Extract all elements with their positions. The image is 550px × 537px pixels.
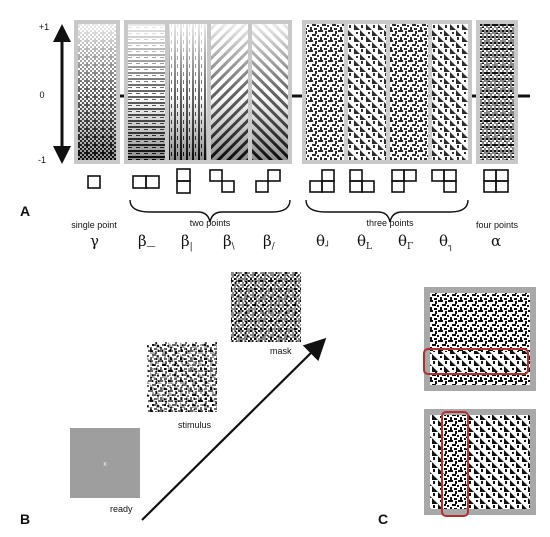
stat-theta-three: θΓ [398,232,413,252]
ready-fixation-mark: x [103,461,107,468]
stimulus-label: stimulus [178,420,212,430]
axis-arrow-up [53,24,71,42]
glyph-diagonal-down-pair-icon [209,169,235,193]
stat-beta-diagonal-down: β\ [223,232,236,252]
glyph-single-point-icon [87,175,101,189]
stat-theta-four: θ┐ [439,232,453,252]
stat-gamma: γ [90,232,99,250]
glyph-diagonal-up-pair-icon [255,169,281,193]
texture-group-theta [302,20,472,164]
glyph-three-point-two-icon [349,169,375,193]
axis-top-label: +1 [39,22,49,32]
stat-beta-vertical: β| [181,232,193,252]
stat-theta-two: θL [357,232,372,252]
highlight-box [441,411,469,517]
panel-c-label: C [378,511,388,527]
axis-bottom-label: -1 [38,155,46,165]
panel-c: C [378,287,536,527]
ready-label: ready [110,504,133,514]
texture-group-gamma [74,20,120,164]
stat-beta-diagonal-up: β/ [263,232,276,252]
axis-middle-label: 0 [39,90,44,100]
group-label-two-points: two points [190,218,231,228]
glyph-three-point-four-icon [431,169,457,193]
axis-arrow-down [53,146,71,164]
mask-label: mask [270,346,292,356]
group-label-four-points: four points [476,220,519,230]
panel-b: x ready stimulus mask B [20,272,327,527]
panel-b-label: B [20,511,30,527]
group-label-three-points: three points [366,218,414,228]
ready-screen [70,428,140,498]
stat-theta-one: θ┘ [316,232,330,252]
glyph-horizontal-pair-icon [132,175,160,189]
highlight-box [423,348,529,375]
two-points-brace [129,199,291,223]
stat-beta-horizontal: β— [138,232,156,252]
texture-group-alpha [476,20,518,164]
time-arrow [141,337,327,521]
panel-a-label: A [20,203,30,219]
panel-a: +1 0 -1 [20,20,530,252]
glyph-three-point-one-icon [309,169,335,193]
glyph-vertical-pair-icon [176,168,191,194]
glyph-four-point-icon [483,169,509,193]
group-label-single-point: single point [71,220,117,230]
glyph-three-point-three-icon [391,169,417,193]
stat-alpha: α [491,232,501,250]
example-texture-horizontal-strip [423,287,536,391]
three-points-brace [305,199,469,223]
texture-group-beta [124,20,292,164]
example-texture-vertical-strip [424,409,536,517]
